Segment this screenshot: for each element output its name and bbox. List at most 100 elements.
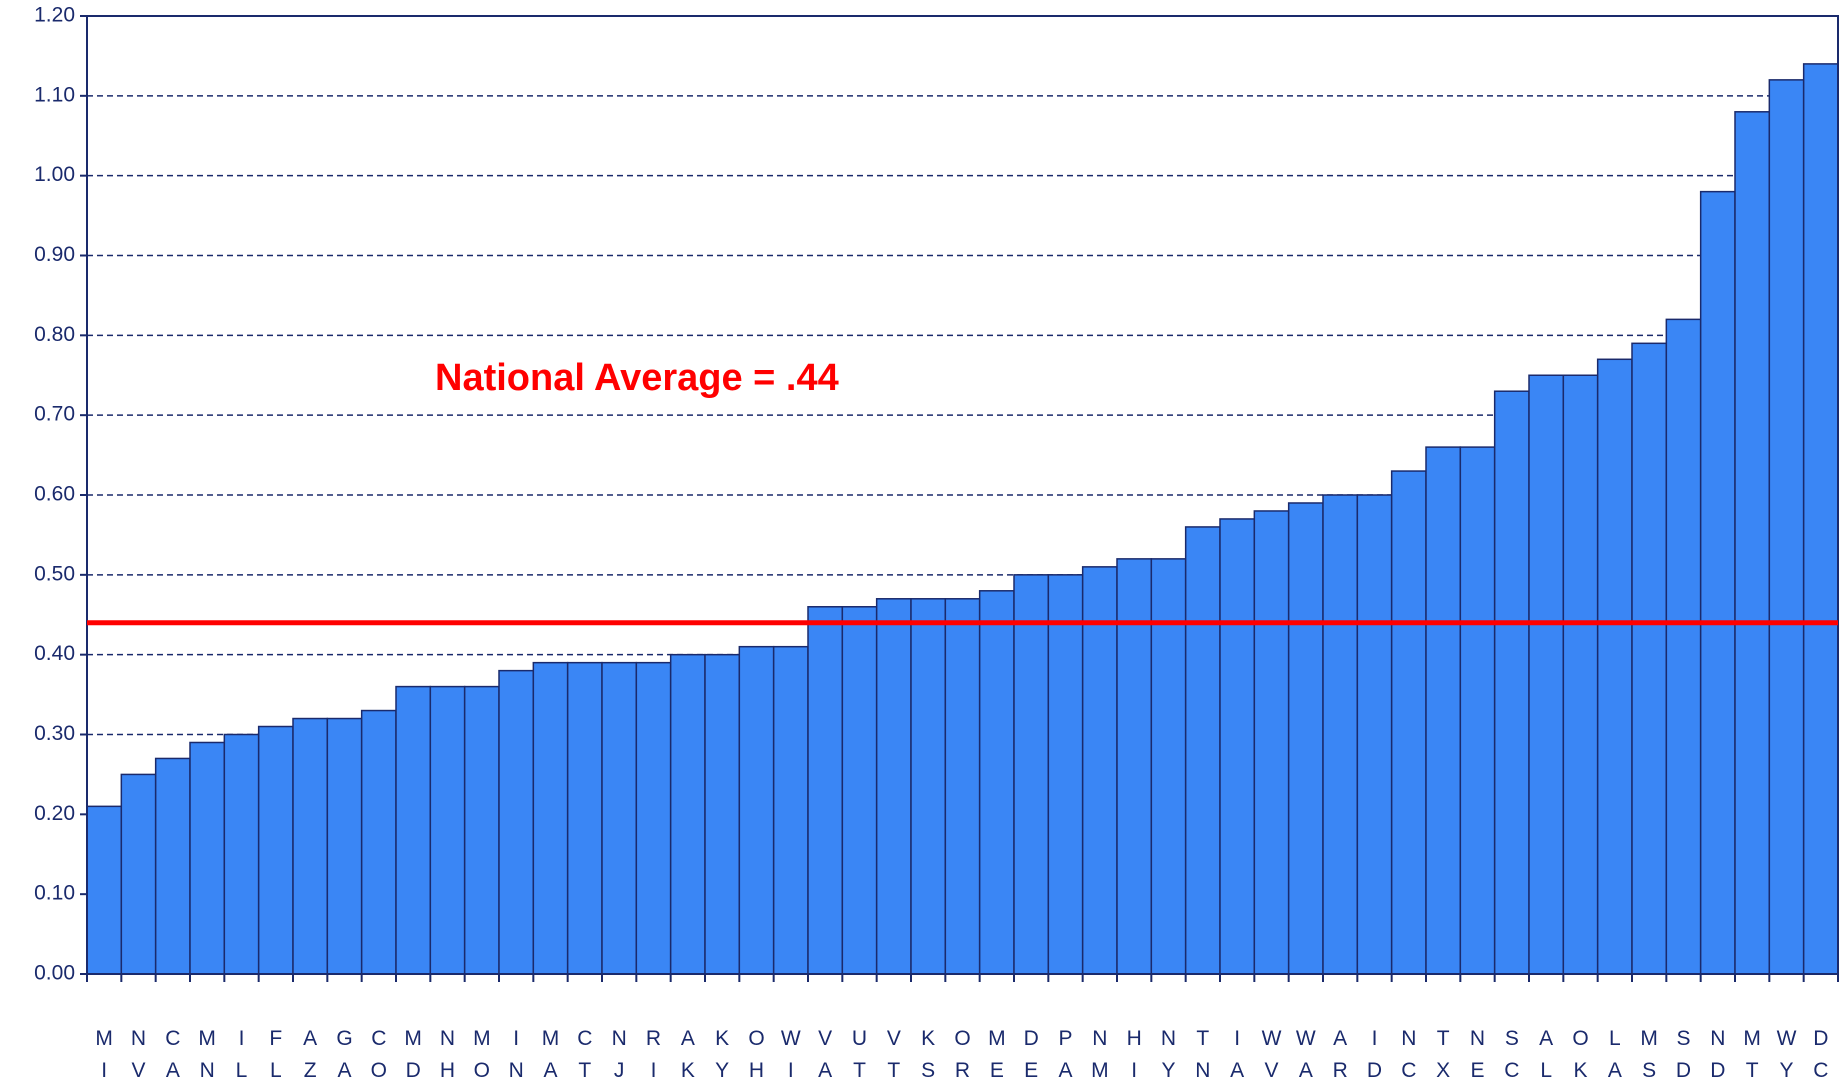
- bar: [944, 598, 981, 975]
- bar: [1596, 358, 1633, 975]
- bar: [910, 598, 947, 975]
- y-tick-label: 0.40: [34, 642, 75, 665]
- bar: [1562, 374, 1599, 975]
- bar: [1425, 446, 1462, 975]
- y-tick-label: 1.00: [34, 163, 75, 186]
- bar: [1287, 502, 1324, 975]
- y-tick-label: 0.00: [34, 962, 75, 985]
- bar: [772, 645, 809, 975]
- bar: [86, 805, 123, 975]
- y-tick-label: 0.70: [34, 403, 75, 426]
- y-tick-label: 0.30: [34, 722, 75, 745]
- bar: [1390, 470, 1427, 975]
- y-tick-label: 0.90: [34, 243, 75, 266]
- bar: [429, 685, 466, 975]
- bar: [738, 645, 775, 975]
- y-tick-label: 1.20: [34, 4, 75, 27]
- bar: [1013, 574, 1050, 975]
- y-tick-label: 0.60: [34, 483, 75, 506]
- bar: [1459, 446, 1496, 975]
- bar: [1253, 510, 1290, 975]
- bar: [326, 717, 363, 975]
- bar: [1699, 190, 1736, 975]
- bar: [154, 757, 191, 975]
- bar: [1047, 574, 1084, 975]
- bar: [395, 685, 432, 975]
- bar: [978, 590, 1015, 975]
- bar: [1528, 374, 1565, 975]
- bar: [566, 661, 603, 975]
- bar: [463, 685, 500, 975]
- bar: [1493, 390, 1530, 975]
- bar: [532, 661, 569, 975]
- bar: [1665, 318, 1702, 975]
- plot-frame: [86, 15, 1839, 975]
- y-tick-label: 0.10: [34, 882, 75, 905]
- bar: [189, 741, 226, 975]
- bar: [1802, 63, 1839, 975]
- bar: [223, 733, 260, 975]
- bar: [875, 598, 912, 975]
- bar: [841, 606, 878, 975]
- bar: [498, 669, 535, 975]
- bar: [1150, 558, 1187, 975]
- bar: [601, 661, 638, 975]
- bar: [1116, 558, 1153, 975]
- bar: [807, 606, 844, 975]
- bar: [1322, 494, 1359, 975]
- y-tick-label: 0.20: [34, 802, 75, 825]
- bar: [1081, 566, 1118, 975]
- bar: [360, 709, 397, 975]
- bar: [120, 773, 157, 975]
- bar: [704, 653, 741, 975]
- bar: [1356, 494, 1393, 975]
